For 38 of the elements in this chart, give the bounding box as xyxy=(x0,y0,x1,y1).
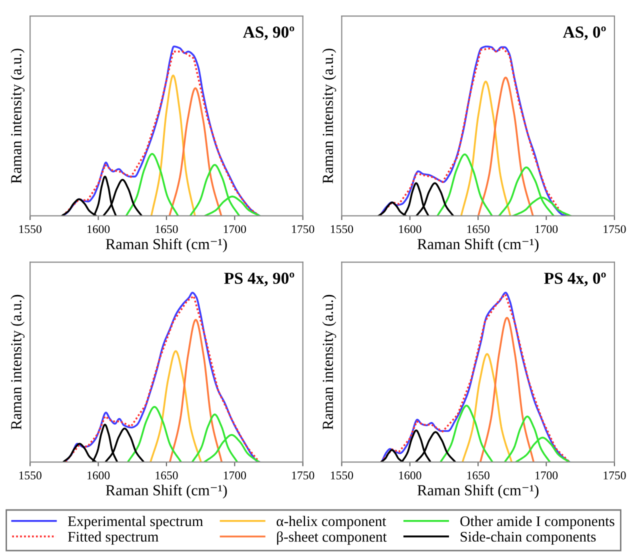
legend-label: Fitted spectrum xyxy=(68,531,158,545)
x-tick-label: 1650 xyxy=(156,225,178,234)
y-axis-title: Raman intensity (a.u.) xyxy=(322,294,336,430)
x-tick-label: 1750 xyxy=(292,471,314,480)
x-tick-label: 1550 xyxy=(330,471,354,480)
x-tick-label: 1650 xyxy=(467,471,490,480)
x-tick-label: 1550 xyxy=(19,225,42,234)
legend-label: β-sheet component xyxy=(277,531,387,545)
x-axis-title: Raman Shift (cm⁻¹) xyxy=(106,238,227,252)
y-axis-title: Raman intensity (a.u.) xyxy=(10,48,25,184)
x-tick-label: 1700 xyxy=(224,471,246,480)
x-tick-label: 1700 xyxy=(536,471,558,480)
x-tick-label: 1600 xyxy=(399,225,422,234)
x-tick-label: 1600 xyxy=(88,471,110,480)
legend-label: Side-chain components xyxy=(460,531,596,545)
chart-title: AS, 0º xyxy=(562,26,606,40)
chart-title: AS, 90º xyxy=(243,26,294,40)
x-tick-label: 1700 xyxy=(536,225,558,234)
x-tick-label: 1750 xyxy=(604,225,626,234)
y-axis-title: Raman intensity (a.u.) xyxy=(10,294,25,430)
legend-label: Experimental spectrum xyxy=(68,516,203,530)
legend-label: α-helix component xyxy=(276,516,386,530)
x-axis-title: Raman Shift (cm⁻¹) xyxy=(106,484,227,499)
y-axis-title: Raman intensity (a.u.) xyxy=(322,48,336,184)
x-axis-title: Raman Shift (cm⁻¹) xyxy=(417,238,538,252)
x-tick-label: 1750 xyxy=(604,471,626,480)
x-axis-title: Raman Shift (cm⁻¹) xyxy=(417,484,538,499)
x-tick-label: 1550 xyxy=(19,471,42,480)
x-tick-label: 1700 xyxy=(224,225,246,234)
x-tick-label: 1600 xyxy=(399,471,422,480)
x-tick-label: 1600 xyxy=(88,225,110,234)
x-tick-label: 1650 xyxy=(156,471,178,480)
x-tick-label: 1550 xyxy=(330,225,354,234)
x-tick-label: 1650 xyxy=(467,225,490,234)
legend-label: Other amide I components xyxy=(460,516,614,530)
chart-title: PS 4x, 0º xyxy=(544,272,606,286)
x-tick-label: 1750 xyxy=(292,225,314,234)
chart-title: PS 4x, 90º xyxy=(224,272,294,286)
